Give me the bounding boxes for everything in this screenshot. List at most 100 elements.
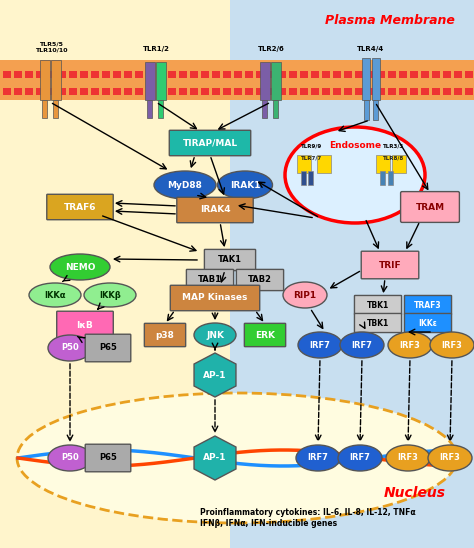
Bar: [278, 71, 286, 78]
Bar: [399, 71, 407, 78]
Text: ERK: ERK: [255, 330, 275, 340]
Ellipse shape: [298, 332, 342, 358]
Bar: [3, 88, 11, 95]
Ellipse shape: [296, 445, 340, 471]
Bar: [322, 71, 330, 78]
Text: IRF3: IRF3: [442, 340, 463, 350]
Text: TLR9/9: TLR9/9: [301, 143, 323, 148]
Ellipse shape: [340, 332, 384, 358]
Bar: [201, 88, 209, 95]
Bar: [40, 60, 50, 100]
Bar: [364, 100, 369, 120]
Ellipse shape: [48, 335, 92, 361]
FancyBboxPatch shape: [169, 130, 251, 156]
Text: Nucleus: Nucleus: [384, 486, 446, 500]
FancyBboxPatch shape: [85, 444, 131, 472]
Text: TRAM: TRAM: [415, 203, 445, 212]
Bar: [146, 88, 154, 95]
FancyBboxPatch shape: [237, 270, 283, 290]
Text: TLR2/6: TLR2/6: [258, 46, 284, 52]
Text: IRAK1: IRAK1: [230, 180, 260, 190]
Bar: [145, 62, 155, 100]
FancyBboxPatch shape: [170, 286, 260, 311]
Bar: [146, 71, 154, 78]
Bar: [91, 71, 99, 78]
Ellipse shape: [285, 127, 425, 223]
Bar: [147, 100, 152, 118]
Bar: [377, 71, 385, 78]
Text: IKKβ: IKKβ: [99, 290, 121, 300]
Bar: [25, 88, 33, 95]
Bar: [47, 71, 55, 78]
Text: AP-1: AP-1: [203, 370, 227, 380]
Bar: [344, 71, 352, 78]
Bar: [168, 71, 176, 78]
Ellipse shape: [194, 323, 236, 347]
FancyBboxPatch shape: [244, 323, 286, 347]
Bar: [14, 88, 22, 95]
FancyBboxPatch shape: [355, 295, 401, 315]
Text: MyD88: MyD88: [168, 180, 202, 190]
Ellipse shape: [17, 393, 457, 523]
Text: TAB2: TAB2: [248, 276, 272, 284]
Bar: [380, 171, 385, 185]
Bar: [443, 88, 451, 95]
Text: TLR8/8: TLR8/8: [383, 155, 405, 160]
FancyBboxPatch shape: [401, 192, 459, 222]
Bar: [273, 100, 278, 118]
Bar: [256, 88, 264, 95]
FancyBboxPatch shape: [145, 323, 186, 347]
Text: TLR4/4: TLR4/4: [357, 46, 384, 52]
Text: RIP1: RIP1: [293, 290, 317, 300]
Polygon shape: [230, 0, 474, 488]
Bar: [168, 88, 176, 95]
Text: IKKε: IKKε: [419, 318, 438, 328]
Text: TRIF: TRIF: [379, 260, 401, 270]
Ellipse shape: [388, 332, 432, 358]
Bar: [157, 71, 165, 78]
Ellipse shape: [218, 171, 273, 199]
FancyBboxPatch shape: [85, 334, 131, 362]
Bar: [432, 71, 440, 78]
Bar: [372, 58, 380, 100]
Ellipse shape: [154, 171, 216, 199]
Text: NEMO: NEMO: [65, 262, 95, 271]
Ellipse shape: [338, 445, 382, 471]
Bar: [267, 71, 275, 78]
Bar: [179, 88, 187, 95]
Bar: [212, 71, 220, 78]
Text: TBK1: TBK1: [367, 318, 389, 328]
Text: AP-1: AP-1: [203, 454, 227, 463]
Bar: [223, 71, 231, 78]
Text: TAB1: TAB1: [198, 276, 222, 284]
Bar: [301, 171, 306, 185]
Text: IRF3: IRF3: [439, 454, 460, 463]
Bar: [190, 88, 198, 95]
Text: p38: p38: [155, 330, 174, 340]
Bar: [179, 71, 187, 78]
Bar: [36, 71, 44, 78]
Bar: [333, 71, 341, 78]
Bar: [113, 88, 121, 95]
Bar: [322, 88, 330, 95]
Bar: [53, 100, 58, 118]
Text: IRF3: IRF3: [400, 340, 420, 350]
Bar: [454, 88, 462, 95]
Bar: [260, 62, 270, 100]
Bar: [245, 88, 253, 95]
Text: TLR5/5
TLR10/10: TLR5/5 TLR10/10: [35, 41, 67, 52]
FancyBboxPatch shape: [186, 270, 234, 290]
Text: P65: P65: [99, 344, 117, 352]
Bar: [355, 88, 363, 95]
Bar: [311, 88, 319, 95]
Bar: [366, 88, 374, 95]
Bar: [14, 71, 22, 78]
Bar: [465, 88, 473, 95]
Text: Plasma Membrane: Plasma Membrane: [325, 14, 455, 26]
Bar: [289, 88, 297, 95]
Bar: [201, 71, 209, 78]
FancyBboxPatch shape: [361, 251, 419, 279]
FancyBboxPatch shape: [47, 195, 113, 220]
Bar: [344, 88, 352, 95]
Bar: [432, 88, 440, 95]
